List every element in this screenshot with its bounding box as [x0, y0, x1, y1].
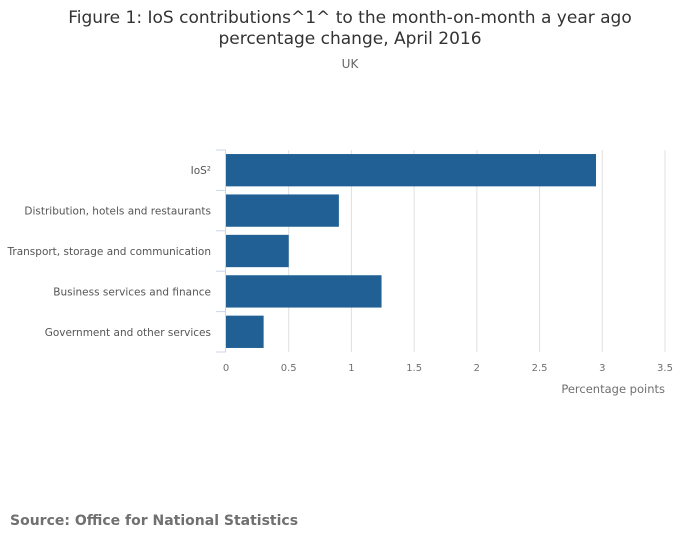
bar — [226, 194, 339, 227]
category-label: Business services and finance — [53, 286, 211, 298]
x-axis-label: Percentage points — [561, 382, 665, 396]
x-tick-label: 0.5 — [281, 363, 297, 374]
title-line-2: percentage change, April 2016 — [218, 29, 482, 49]
title-line-1: Figure 1: IoS contributions^1^ to the mo… — [68, 8, 632, 28]
x-tick-label: 1 — [348, 363, 354, 374]
category-label: Government and other services — [45, 327, 211, 339]
bar — [226, 234, 289, 268]
category-label: IoS² — [191, 165, 211, 177]
x-tick-label: 2.5 — [532, 363, 548, 374]
bar — [226, 154, 597, 187]
chart-subtitle: UK — [341, 57, 359, 71]
x-tick-label: 3 — [599, 363, 605, 374]
x-tick-label: 0 — [223, 363, 229, 374]
bar — [226, 315, 264, 348]
x-tick-label: 1.5 — [406, 363, 422, 374]
x-tick-label: 3.5 — [657, 363, 673, 374]
category-label: Transport, storage and communication — [7, 246, 211, 258]
category-label: Distribution, hotels and restaurants — [24, 206, 211, 218]
source-note: Source: Office for National Statistics — [10, 513, 299, 529]
x-tick-label: 2 — [474, 363, 480, 374]
bar — [226, 275, 382, 308]
chart-title: Figure 1: IoS contributions^1^ to the mo… — [0, 8, 700, 50]
